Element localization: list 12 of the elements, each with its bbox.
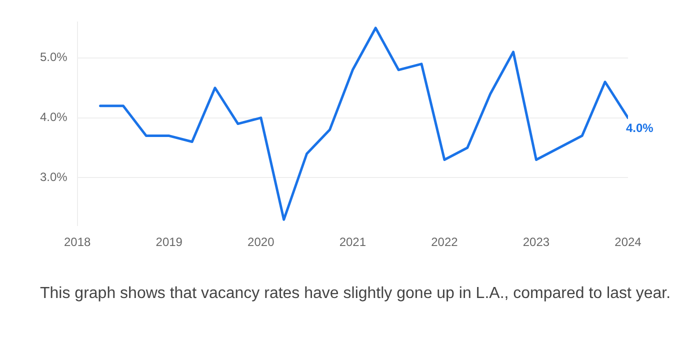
text: This graph shows that vacancy rates have slightly gone up in L.A., compared to last year.	[40, 284, 672, 304]
x-tick-label: 2022	[431, 235, 458, 250]
x-tick-label: 2024	[614, 235, 642, 250]
y-tick-label: 5.0%	[40, 50, 68, 64]
x-tick-label: 2019	[156, 235, 183, 250]
x-tick-label: 2018	[64, 235, 92, 250]
x-tick-label: 2023	[522, 235, 550, 250]
x-tick-label: 2020	[248, 235, 275, 250]
y-tick-label: 3.0%	[40, 170, 68, 184]
y-tick-label: 4.0%	[40, 110, 68, 124]
data-label: 4.0%	[626, 121, 654, 136]
x-tick-label: 2021	[339, 235, 366, 250]
